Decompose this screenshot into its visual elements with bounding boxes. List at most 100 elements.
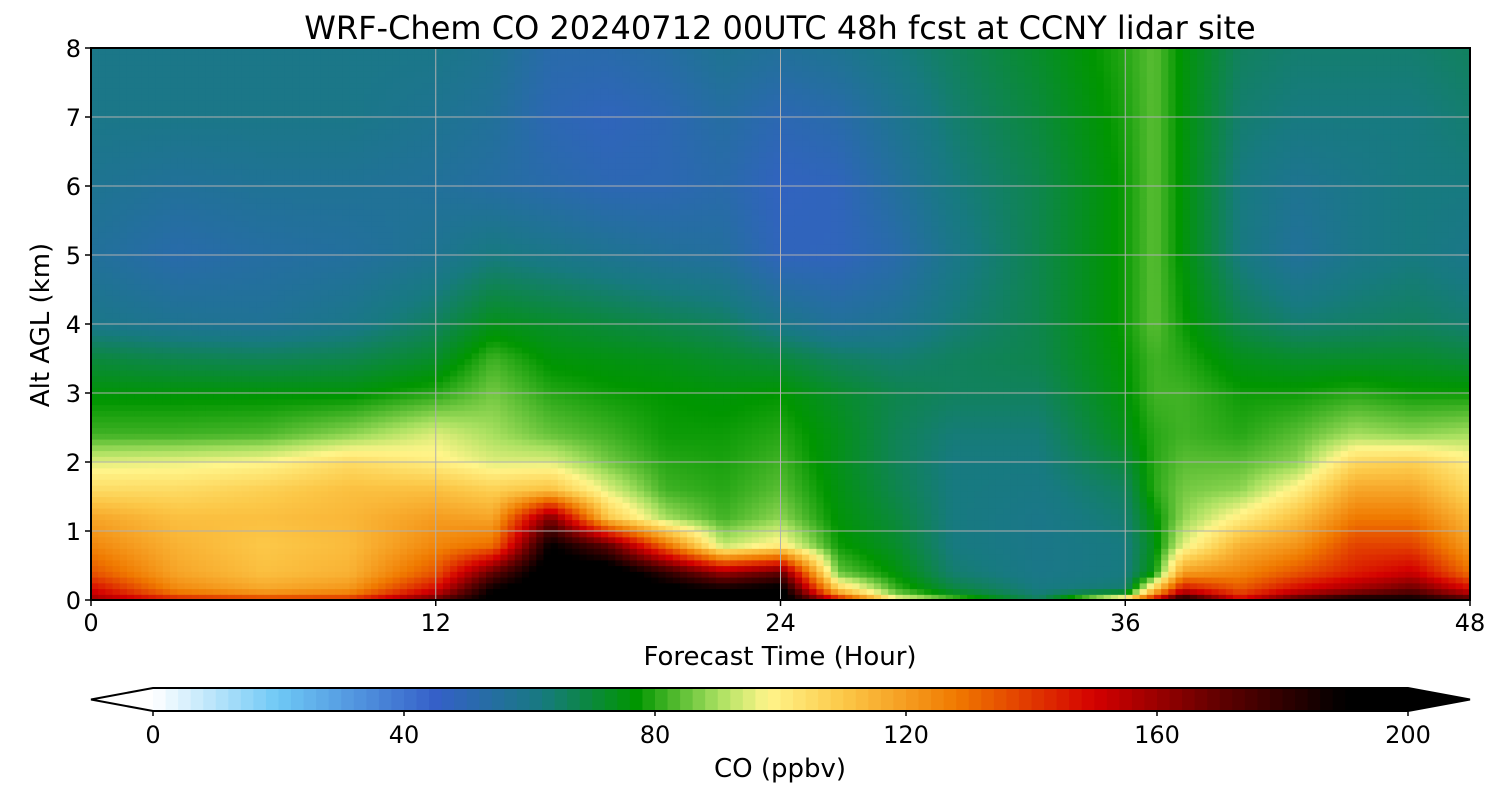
heatmap-cell [184,358,193,365]
heatmap-cell [292,439,300,446]
heatmap-cell [91,186,99,193]
heatmap-cell [249,134,257,141]
heatmap-cell [392,398,401,406]
heatmap-cell [349,163,358,170]
heatmap-cell [306,312,315,319]
heatmap-cell [356,220,365,227]
heatmap-cell [442,220,451,227]
heatmap-cell [292,318,300,325]
heatmap-cell [234,329,243,337]
heatmap-cell [442,387,451,394]
heatmap-cell [414,496,422,503]
heatmap-cell [191,508,200,515]
heatmap-cell [457,329,466,337]
heatmap-cell [177,531,185,538]
heatmap-cell [292,347,300,354]
heatmap-cell [134,220,142,227]
heatmap-cell [356,111,365,118]
heatmap-cell [98,490,106,498]
heatmap-cell [112,370,121,377]
heatmap-cell [356,232,365,239]
heatmap-cell [399,370,408,377]
heatmap-cell [313,381,322,388]
heatmap-cell [270,531,279,538]
heatmap-cell [119,588,128,595]
heatmap-cell [335,594,343,601]
heatmap-cell [241,151,250,158]
heatmap-cell [256,59,264,66]
heatmap-cell [256,513,264,521]
heatmap-cell [270,209,279,216]
heatmap-cell [421,272,430,279]
heatmap-cell [371,559,379,567]
heatmap-cell [112,393,121,400]
heatmap-cell [335,565,343,572]
heatmap-cell [450,312,458,319]
heatmap-cell [407,232,415,239]
heatmap-cell [98,186,106,193]
heatmap-cell [141,404,150,411]
heatmap-cell [205,295,214,302]
heatmap-cell [119,214,128,222]
heatmap-cell [428,577,437,584]
heatmap-cell [292,398,300,406]
heatmap-cell [213,295,221,302]
heatmap-cell [256,571,264,578]
heatmap-cell [320,490,329,498]
heatmap-cell [205,111,214,118]
heatmap-cell [249,180,257,187]
heatmap-cell [306,249,315,256]
heatmap-cell [256,588,264,595]
heatmap-cell [134,255,142,262]
heatmap-cell [119,117,128,124]
heatmap-cell [112,278,121,285]
heatmap-cell [277,266,286,273]
heatmap-cell [234,48,243,55]
heatmap-cell [421,398,430,406]
heatmap-cell [162,485,171,492]
heatmap-cell [177,485,185,492]
heatmap-cell [363,450,372,457]
heatmap-cell [263,197,272,204]
heatmap-cell [170,485,178,492]
heatmap-cell [220,174,229,181]
heatmap-cell [363,381,372,388]
heatmap-cell [213,237,221,245]
heatmap-cell [234,191,243,199]
heatmap-cell [98,209,106,216]
heatmap-cell [435,347,444,354]
heatmap-cell [428,387,437,394]
heatmap-cell [205,117,214,124]
heatmap-cell [428,404,437,411]
heatmap-cell [119,145,128,153]
heatmap-cell [148,157,157,164]
heatmap-cell [328,335,336,342]
heatmap-cell [234,111,243,118]
heatmap-cell [342,513,351,521]
heatmap-cell [392,128,401,135]
heatmap-cell [363,358,372,365]
heatmap-cell [220,111,229,118]
heatmap-cell [414,186,422,193]
heatmap-cell [284,82,293,89]
heatmap-cell [392,456,401,463]
heatmap-cell [421,490,430,498]
heatmap-cell [162,255,171,262]
heatmap-cell [241,542,250,549]
heatmap-cell [227,295,236,302]
heatmap-cell [112,444,121,452]
heatmap-cell [428,582,437,590]
heatmap-cell [277,140,286,147]
heatmap-cell [112,571,121,578]
heatmap-cell [155,312,164,319]
heatmap-cell [91,450,99,457]
heatmap-cell [435,94,444,101]
heatmap-cell [414,174,422,181]
heatmap-cell [378,462,387,469]
heatmap-cell [141,71,150,78]
heatmap-cell [126,197,135,204]
heatmap-cell [170,387,178,394]
heatmap-cell [284,312,293,319]
heatmap-cell [320,88,329,95]
heatmap-cell [205,531,214,538]
